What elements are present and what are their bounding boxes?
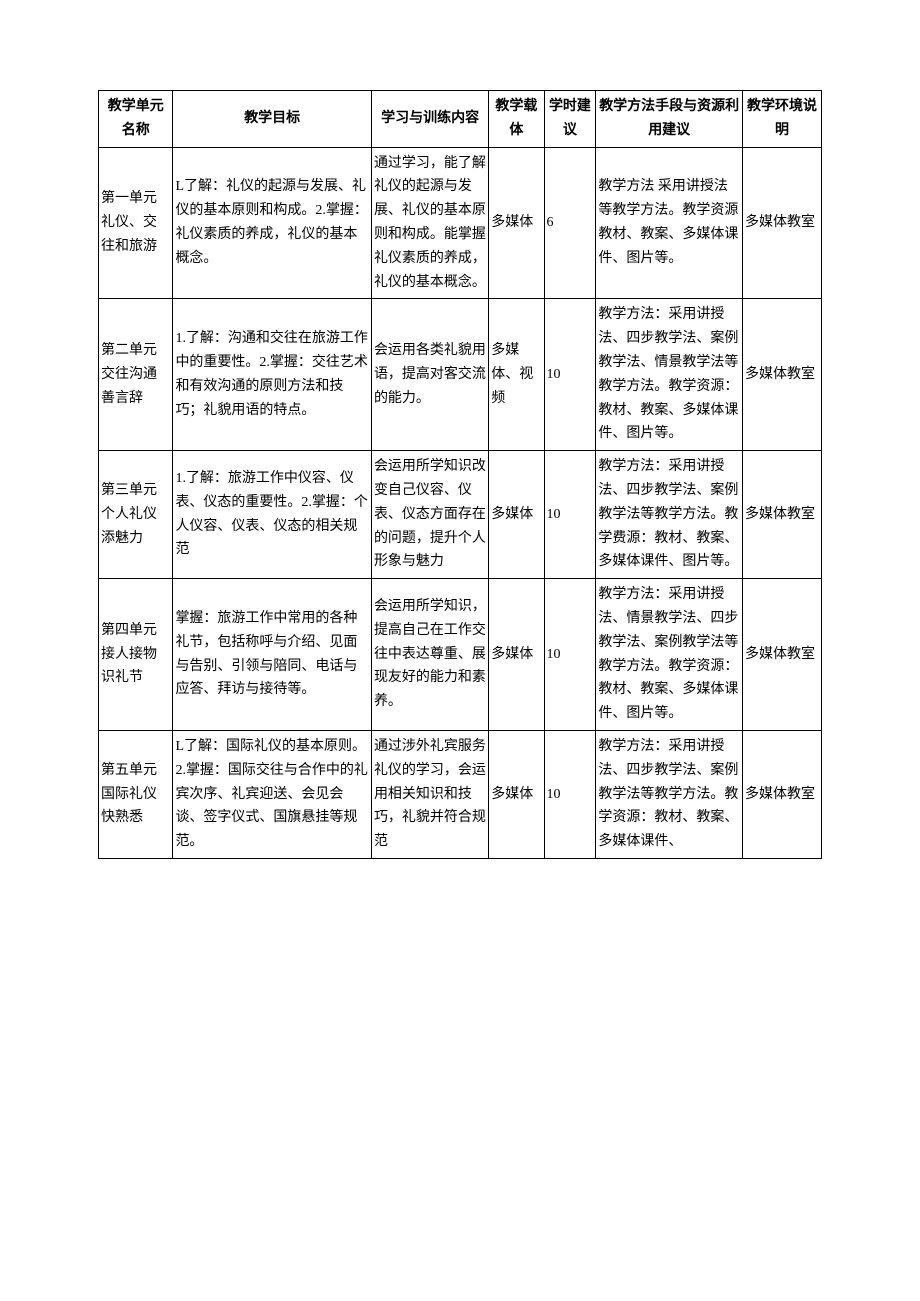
cell-hours: 10 [544,579,596,731]
header-unit: 教学单元名称 [99,91,173,148]
cell-unit: 第一单元礼仪、交往和旅游 [99,147,173,299]
header-hours: 学时建议 [544,91,596,148]
cell-method: 教学方法：采用讲授法、四步教学法、案例教学法等教学方法。教学费源：教材、教案、多… [596,451,743,579]
cell-env: 多媒体教室 [743,451,822,579]
cell-goal: 1.了解：旅游工作中仪容、仪表、仪态的重要性。2.掌握：个人仪容、仪表、仪态的相… [173,451,372,579]
cell-unit: 第三单元个人礼仪添魅力 [99,451,173,579]
header-env: 教学环境说明 [743,91,822,148]
document-page: 教学单元名称 教学目标 学习与训练内容 教学载体 学时建议 教学方法手段与资源利… [0,0,920,899]
cell-carrier: 多媒体 [489,730,544,858]
cell-goal: L了解：国际礼仪的基本原则。2.掌握：国际交往与合作中的礼宾次序、礼宾迎送、会见… [173,730,372,858]
header-carrier: 教学载体 [489,91,544,148]
cell-content: 会运用所学知识，提高自己在工作交往中表达尊重、展现友好的能力和素养。 [371,579,488,731]
cell-carrier: 多媒体 [489,451,544,579]
cell-carrier: 多媒体 [489,147,544,299]
cell-content: 会运用各类礼貌用语，提高对客交流的能力。 [371,299,488,451]
header-content: 学习与训练内容 [371,91,488,148]
table-row: 第三单元个人礼仪添魅力1.了解：旅游工作中仪容、仪表、仪态的重要性。2.掌握：个… [99,451,822,579]
table-header-row: 教学单元名称 教学目标 学习与训练内容 教学载体 学时建议 教学方法手段与资源利… [99,91,822,148]
cell-env: 多媒体教室 [743,147,822,299]
cell-method: 教学方法：采用讲授法、四步教学法、案例教学法等教学方法。教学资源：教材、教案、多… [596,730,743,858]
cell-env: 多媒体教室 [743,299,822,451]
cell-carrier: 多媒体、视频 [489,299,544,451]
curriculum-table: 教学单元名称 教学目标 学习与训练内容 教学载体 学时建议 教学方法手段与资源利… [98,90,822,859]
cell-env: 多媒体教室 [743,730,822,858]
table-body: 第一单元礼仪、交往和旅游L了解：礼仪的起源与发展、礼仪的基本原则和构成。2.掌握… [99,147,822,858]
cell-goal: 掌握：旅游工作中常用的各种礼节，包括称呼与介绍、见面与告别、引领与陪同、电话与应… [173,579,372,731]
table-row: 第二单元交往沟通善言辞1.了解：沟通和交往在旅游工作中的重要性。2.掌握：交往艺… [99,299,822,451]
cell-unit: 第四单元接人接物识礼节 [99,579,173,731]
table-row: 第五单元国际礼仪快熟悉L了解：国际礼仪的基本原则。2.掌握：国际交往与合作中的礼… [99,730,822,858]
cell-content: 会运用所学知识改变自己仪容、仪表、仪态方面存在的问题，提升个人形象与魅力 [371,451,488,579]
cell-content: 通过学习，能了解礼仪的起源与发展、礼仪的基本原则和构成。能掌握礼仪素质的养成，礼… [371,147,488,299]
cell-method: 教学方法 采用讲授法等教学方法。教学资源教材、教案、多媒体课件、图片等。 [596,147,743,299]
cell-carrier: 多媒体 [489,579,544,731]
header-goal: 教学目标 [173,91,372,148]
cell-content: 通过涉外礼宾服务礼仪的学习，会运用相关知识和技巧，礼貌并符合规范 [371,730,488,858]
cell-hours: 10 [544,451,596,579]
table-row: 第四单元接人接物识礼节掌握：旅游工作中常用的各种礼节，包括称呼与介绍、见面与告别… [99,579,822,731]
cell-unit: 第五单元国际礼仪快熟悉 [99,730,173,858]
cell-hours: 10 [544,730,596,858]
header-method: 教学方法手段与资源利用建议 [596,91,743,148]
cell-method: 教学方法：采用讲授法、四步教学法、案例教学法、情景教学法等教学方法。教学资源：教… [596,299,743,451]
cell-goal: L了解：礼仪的起源与发展、礼仪的基本原则和构成。2.掌握：礼仪素质的养成，礼仪的… [173,147,372,299]
cell-method: 教学方法：采用讲授法、情景教学法、四步教学法、案例教学法等教学方法。教学资源：教… [596,579,743,731]
table-row: 第一单元礼仪、交往和旅游L了解：礼仪的起源与发展、礼仪的基本原则和构成。2.掌握… [99,147,822,299]
cell-hours: 6 [544,147,596,299]
cell-env: 多媒体教室 [743,579,822,731]
cell-unit: 第二单元交往沟通善言辞 [99,299,173,451]
cell-hours: 10 [544,299,596,451]
cell-goal: 1.了解：沟通和交往在旅游工作中的重要性。2.掌握：交往艺术和有效沟通的原则方法… [173,299,372,451]
